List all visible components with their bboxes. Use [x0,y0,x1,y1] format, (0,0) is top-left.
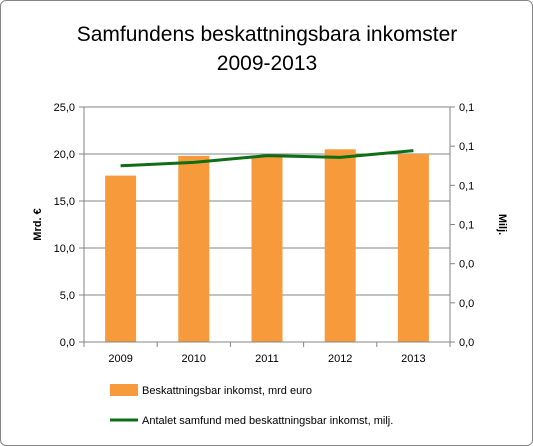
y2-tick-label: 0,0 [459,337,474,349]
bar [251,155,283,342]
y-tick-label: 0,0 [60,337,75,349]
bar [105,175,137,342]
chart-title-line-1: Samfundens beskattningsbara inkomster [77,23,458,46]
bar [324,149,356,342]
y2-tick-label: 0,1 [459,141,474,153]
y2-tick-label: 0,0 [459,298,474,310]
y2-tick-label: 0,0 [459,259,474,271]
bar-series [105,149,429,342]
chart-title: Samfundens beskattningsbara inkomster 20… [77,23,458,75]
chart-title-line-2: 2009-2013 [217,52,317,75]
y-tick-label: 5,0 [60,290,75,302]
y2-tick-label: 0,1 [459,102,474,114]
x-tick-label: 2012 [328,353,352,365]
legend: Beskattningsbar inkomst, mrd euro Antalet… [110,384,393,427]
y-tick-label: 10,0 [54,243,75,255]
bar [397,154,429,342]
legend-label-bar: Beskattningsbar inkomst, mrd euro [142,385,312,397]
legend-label-line: Antalet samfund med beskattningsbar inko… [142,415,393,427]
y-tick-label: 25,0 [54,102,75,114]
y-tick-label: 15,0 [54,196,75,208]
bar [178,155,210,342]
x-tick-label: 2013 [401,353,425,365]
y-tick-label: 20,0 [54,149,75,161]
x-tick-label: 2011 [255,353,279,365]
y2-axis-title: Milj. [496,214,508,235]
y2-tick-label: 0,1 [459,180,474,192]
series-line [120,149,414,168]
x-tick-label: 2010 [182,353,206,365]
line-series [120,149,414,168]
axes: 0,0 5,0 10,0 15,0 20,0 25,0 0,0 0,0 0,0 0,1 0,1 0,1… [54,102,475,365]
y-axis-title: Mrd. € [32,208,44,240]
y2-tick-label: 0,1 [459,220,474,232]
legend-swatch-bar [110,384,138,396]
x-tick-label: 2009 [108,353,132,365]
